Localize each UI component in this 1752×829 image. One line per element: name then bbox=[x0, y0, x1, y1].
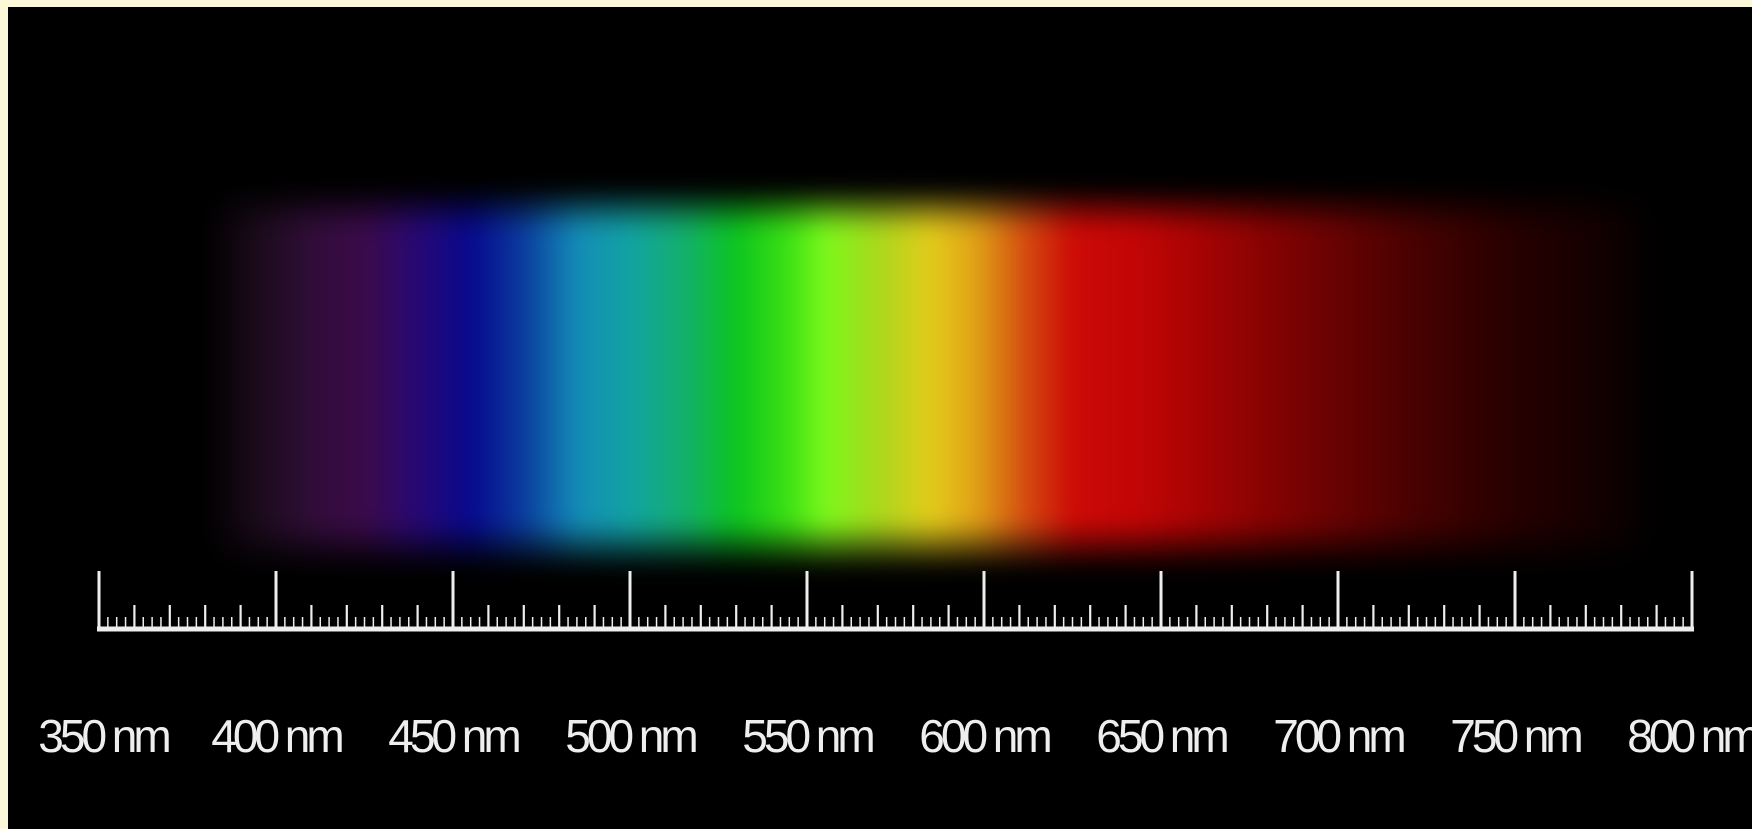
label-500: 500 nm bbox=[565, 710, 696, 762]
label-450: 450 nm bbox=[388, 710, 519, 762]
label-600: 600 nm bbox=[919, 710, 1050, 762]
label-350: 350 nm bbox=[38, 710, 169, 762]
label-400: 400 nm bbox=[211, 710, 342, 762]
label-550: 550 nm bbox=[742, 710, 873, 762]
label-750: 750 nm bbox=[1450, 710, 1581, 762]
spectrum-diagram: 350 nm 400 nm 450 nm 500 nm 550 nm 600 n… bbox=[8, 7, 1752, 829]
wavelength-scale: 350 nm 400 nm 450 nm 500 nm 550 nm 600 n… bbox=[38, 571, 1752, 762]
scale-labels: 350 nm 400 nm 450 nm 500 nm 550 nm 600 n… bbox=[38, 710, 1752, 762]
label-650: 650 nm bbox=[1096, 710, 1227, 762]
label-700: 700 nm bbox=[1273, 710, 1404, 762]
color-spectrum-band bbox=[108, 192, 1678, 567]
scale-ticks bbox=[97, 571, 1694, 629]
label-800: 800 nm bbox=[1627, 710, 1752, 762]
spectrum-edge-fade bbox=[108, 192, 1678, 567]
